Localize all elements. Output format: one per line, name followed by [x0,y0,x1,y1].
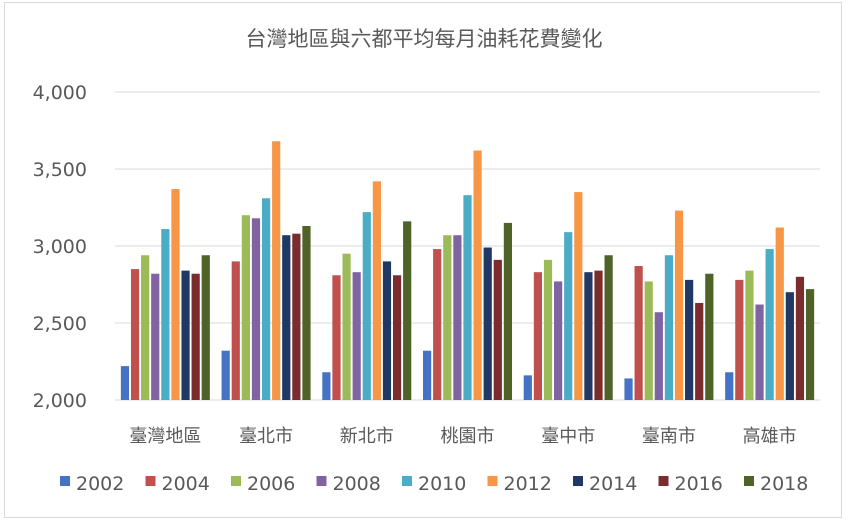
bar-2012 [775,227,784,400]
bar-2008 [251,218,261,400]
bar-2018 [805,289,815,400]
bar-2012 [372,181,381,400]
bar-2004 [130,269,140,400]
legend-label: 2002 [76,473,124,495]
bar-2016 [292,233,301,400]
bar-2002 [120,366,130,400]
bar-2010 [161,229,170,400]
legend-swatch [402,476,412,486]
bar-2004 [634,266,643,400]
bar-2010 [261,198,271,400]
bar-2012 [574,192,583,400]
bar-2008 [352,272,361,400]
bar-2010 [765,249,774,400]
legend-label: 2018 [760,473,808,495]
bar-2018 [403,221,412,400]
bar-2006 [745,270,754,400]
bar-2014 [382,261,392,400]
x-category-label: 高雄市 [743,426,797,447]
bar-2008 [654,312,663,400]
y-tick-label: 4,000 [33,82,87,104]
bar-2006 [543,259,553,400]
legend-label: 2014 [589,473,637,495]
bar-2004 [433,249,442,400]
bar-2004 [735,279,744,400]
bar-2014 [181,270,190,400]
bar-2006 [644,281,653,400]
legend-swatch [231,476,241,486]
legend-swatch [573,476,583,486]
bar-2010 [362,212,371,400]
legend-swatch [487,476,498,486]
legend-swatch [658,476,669,486]
legend-label: 2010 [418,473,466,495]
bar-2014 [584,272,593,400]
x-category-label: 臺南市 [642,426,696,447]
x-category-label: 臺北市 [239,426,293,447]
bar-2016 [493,259,502,400]
bars [120,141,815,400]
bar-2016 [191,273,200,400]
bar-2016 [594,270,603,400]
bar-2010 [664,255,674,400]
bar-2018 [201,255,210,400]
x-axis-categories: 臺灣地區 臺北市 新北市 桃園市 臺中市 臺南市 高雄市 [129,426,796,447]
bar-2018 [503,222,512,400]
bar-2014 [785,292,794,400]
x-category-label: 新北市 [340,426,394,447]
bar-2012 [272,141,281,400]
bar-2006 [342,253,351,400]
legend-swatch [60,476,70,486]
chart-title: 台灣地區與六都平均每月油耗花費變化 [246,27,603,51]
bar-2008 [151,273,160,400]
bar-2012 [674,210,684,400]
x-category-label: 臺中市 [541,426,595,447]
legend-label: 2012 [504,473,552,495]
bar-2010 [463,195,472,400]
bar-2018 [604,255,613,400]
bar-2014 [282,235,291,400]
bar-2018 [705,273,714,400]
y-tick-label: 3,000 [33,236,87,258]
y-axis-ticks: 2,000 2,500 3,000 3,500 4,000 [33,82,87,412]
bar-2016 [795,276,805,400]
y-tick-label: 2,500 [33,313,87,335]
legend-label: 2004 [162,473,210,495]
bar-2004 [533,272,543,400]
legend-swatch [744,476,754,486]
bar-2012 [473,150,482,400]
y-tick-label: 3,500 [33,159,87,181]
bar-2016 [695,302,704,400]
x-category-label: 桃園市 [441,426,495,447]
bar-2018 [302,225,311,400]
legend-label: 2008 [333,473,381,495]
bar-2002 [221,350,230,400]
bar-2002 [725,372,734,400]
legend: 2002 2004 2006 2008 2010 2012 2014 2016 2018 [60,473,808,495]
bar-2002 [423,350,432,400]
bar-2014 [685,279,694,400]
bar-2002 [523,375,532,400]
legend-swatch [145,476,156,486]
bar-2006 [443,235,452,400]
bar-2010 [564,232,573,400]
bar-2016 [392,275,402,400]
bar-2006 [241,215,250,400]
bar-2002 [322,372,331,400]
x-category-label: 臺灣地區 [129,426,201,447]
bar-2008 [554,281,563,400]
legend-label: 2006 [247,473,295,495]
bar-2014 [483,247,492,400]
bar-2004 [332,275,341,400]
bar-2006 [141,255,150,400]
bar-2004 [231,261,240,400]
bar-2008 [453,235,462,400]
legend-swatch [316,476,327,486]
bar-2002 [624,378,633,400]
legend-label: 2016 [675,473,723,495]
bar-2012 [171,189,180,400]
bar-2008 [755,304,764,400]
y-tick-label: 2,000 [33,390,87,412]
